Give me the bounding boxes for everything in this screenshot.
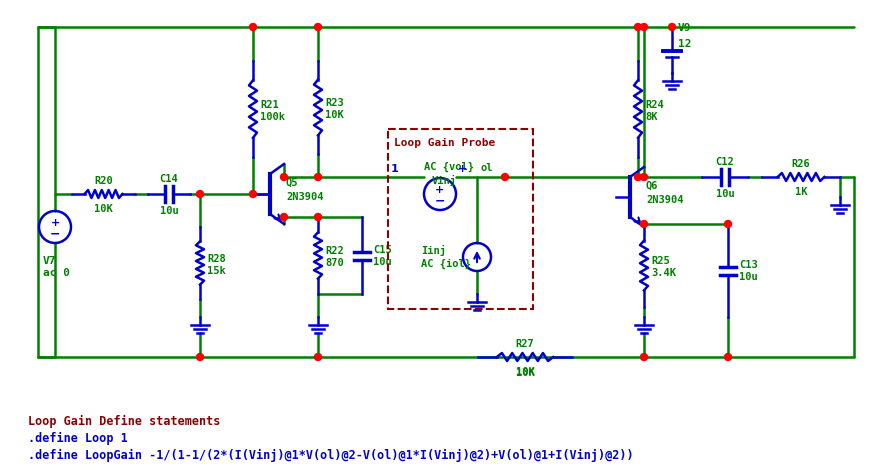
Text: V9: V9: [678, 23, 691, 33]
Text: .define LoopGain -1/(1-1/(2*(I(Vinj)@1*V(ol)@2-V(ol)@1*I(Vinj)@2)+V(ol)@1+I(Vinj: .define LoopGain -1/(1-1/(2*(I(Vinj)@1*V…: [28, 448, 633, 461]
Text: R25: R25: [651, 256, 670, 266]
Text: R21: R21: [260, 100, 279, 110]
Text: 2N3904: 2N3904: [646, 195, 683, 205]
Circle shape: [634, 174, 641, 181]
Text: 12: 12: [678, 39, 691, 49]
Circle shape: [250, 24, 257, 31]
Text: Q6: Q6: [646, 180, 659, 190]
Text: AC {iol}: AC {iol}: [421, 258, 471, 268]
Text: 10K: 10K: [516, 366, 534, 376]
Circle shape: [634, 24, 641, 31]
Text: V7: V7: [43, 256, 56, 266]
Text: 10u: 10u: [159, 206, 179, 216]
Circle shape: [250, 191, 257, 198]
Text: Loop Gain Probe: Loop Gain Probe: [394, 138, 495, 148]
Text: R26: R26: [792, 159, 810, 169]
Circle shape: [640, 221, 647, 228]
Text: .define Loop 1: .define Loop 1: [28, 431, 128, 444]
Circle shape: [668, 24, 675, 31]
Text: 8K: 8K: [645, 112, 658, 122]
Text: Iinj: Iinj: [421, 244, 446, 255]
Text: 870: 870: [325, 258, 343, 268]
Text: 10K: 10K: [325, 110, 343, 120]
Text: −: −: [50, 227, 60, 240]
Text: C15: C15: [373, 245, 392, 255]
Circle shape: [196, 354, 203, 361]
Circle shape: [314, 354, 321, 361]
Circle shape: [314, 214, 321, 221]
Circle shape: [314, 24, 321, 31]
Text: 3.4K: 3.4K: [651, 268, 676, 278]
Text: AC {vol}: AC {vol}: [424, 161, 474, 172]
Text: 1K: 1K: [795, 187, 808, 197]
Text: Q5: Q5: [286, 178, 299, 188]
Text: C12: C12: [716, 157, 734, 167]
Text: −: −: [434, 194, 445, 207]
Text: 10K: 10K: [516, 367, 534, 377]
Circle shape: [280, 174, 287, 181]
Text: 15k: 15k: [207, 266, 226, 276]
Text: R23: R23: [325, 98, 343, 108]
Text: R27: R27: [516, 338, 534, 348]
Text: 10K: 10K: [94, 204, 113, 214]
Circle shape: [196, 191, 203, 198]
Text: R28: R28: [207, 253, 226, 263]
Text: 100k: 100k: [260, 112, 285, 122]
Circle shape: [280, 214, 287, 221]
Text: Loop Gain Define statements: Loop Gain Define statements: [28, 414, 221, 427]
Circle shape: [640, 24, 647, 31]
Text: +: +: [435, 185, 445, 195]
Text: +: +: [458, 164, 467, 174]
Text: 10u: 10u: [739, 272, 758, 282]
Text: R24: R24: [645, 100, 664, 110]
Circle shape: [640, 354, 647, 361]
Circle shape: [640, 174, 647, 181]
Text: 2N3904: 2N3904: [286, 192, 323, 201]
Text: 10u: 10u: [716, 188, 734, 198]
Text: ac 0: ac 0: [43, 268, 70, 278]
Circle shape: [314, 174, 321, 181]
Circle shape: [501, 174, 508, 181]
Text: C14: C14: [159, 174, 179, 184]
Text: R20: R20: [94, 176, 113, 186]
Text: +: +: [51, 218, 60, 228]
Text: Vinj: Vinj: [432, 174, 457, 185]
Text: C13: C13: [739, 260, 758, 270]
Circle shape: [724, 221, 731, 228]
Text: 1: 1: [391, 164, 399, 174]
Text: R22: R22: [325, 246, 343, 256]
Text: 10u: 10u: [373, 257, 392, 267]
Circle shape: [724, 354, 731, 361]
Text: ol: ol: [481, 163, 493, 173]
